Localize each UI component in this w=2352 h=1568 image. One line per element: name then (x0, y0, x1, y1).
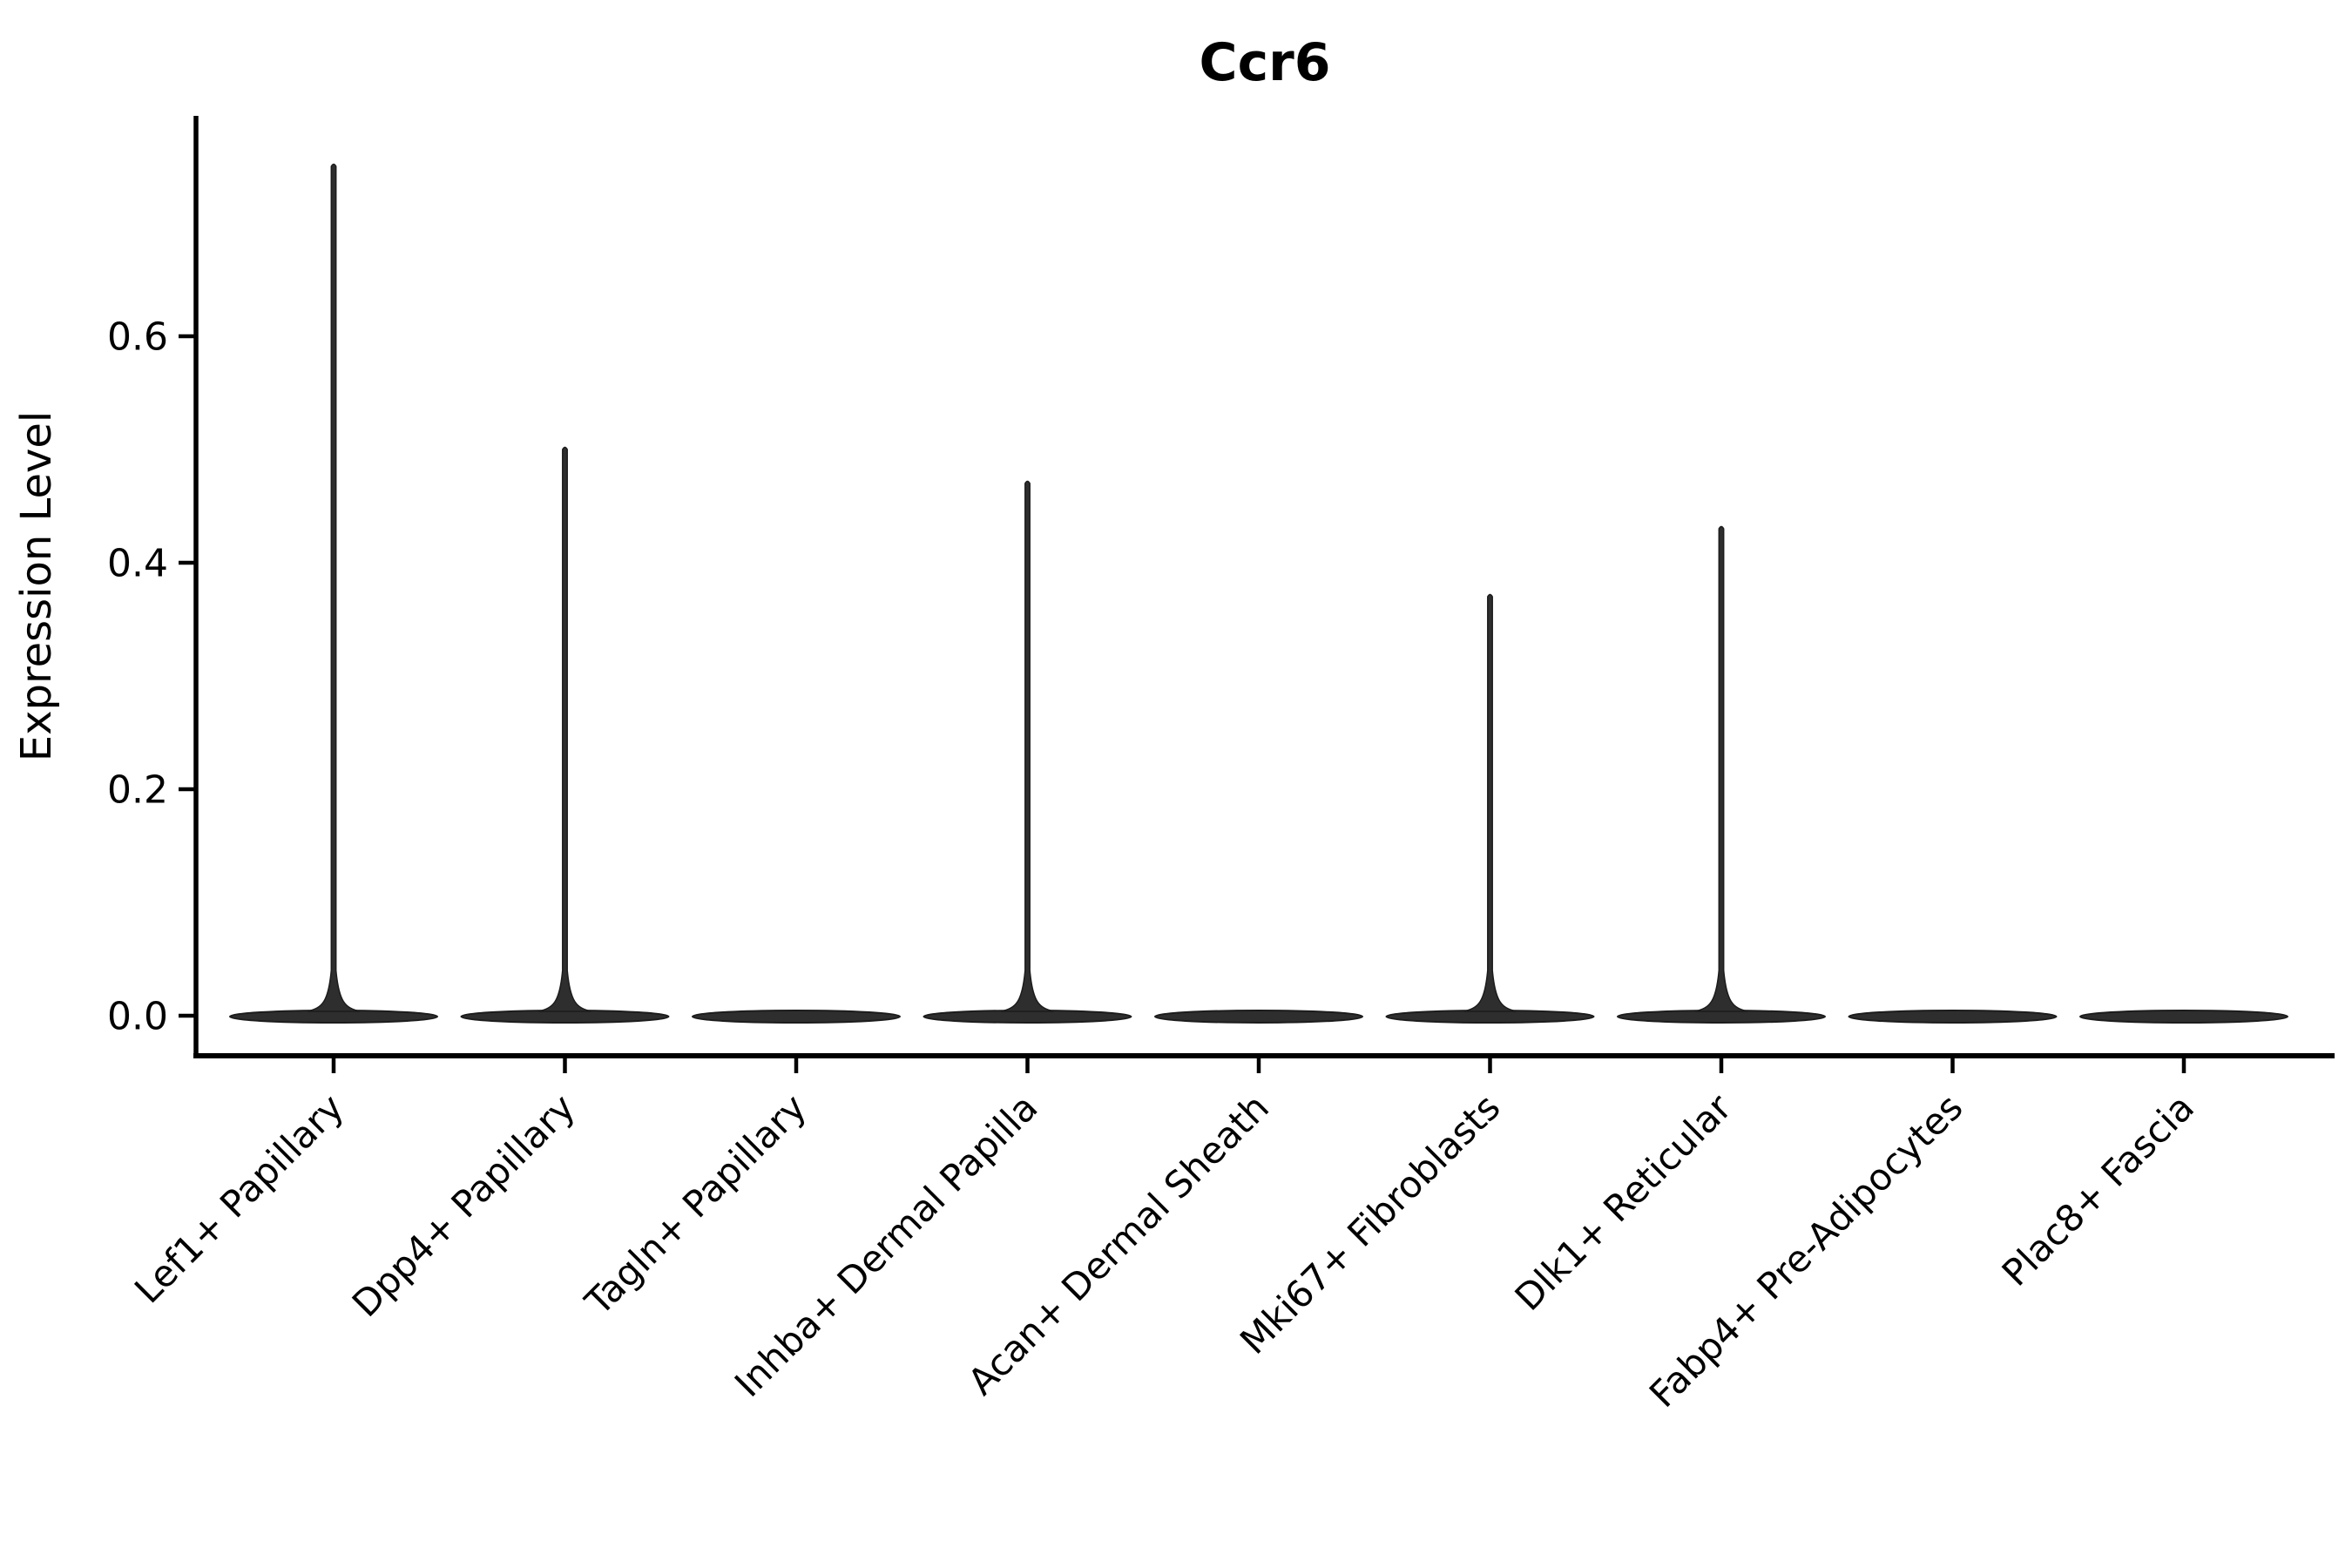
x-tick-label: Mki67+ Fibroblasts (1232, 1085, 1508, 1362)
violin-spike (1001, 480, 1054, 1012)
y-axis-label: Expression Level (12, 411, 61, 762)
x-tick-label: Plac8+ Fascia (1994, 1085, 2202, 1294)
violin-spike (538, 446, 591, 1012)
violin-body (1617, 1010, 1826, 1024)
axes (179, 116, 2335, 1073)
x-tick-label: Dlk1+ Reticular (1507, 1085, 1740, 1319)
violins-group (229, 163, 2288, 1024)
chart-title: Ccr6 (1200, 32, 1331, 93)
x-tick-label: Tagln+ Papillary (577, 1085, 814, 1323)
y-tick-label: 0.6 (107, 314, 168, 359)
violin-spike (1463, 593, 1517, 1012)
y-tick-label: 0.2 (107, 767, 168, 812)
y-tick-labels: 0.0 0.2 0.4 0.6 (107, 314, 168, 1038)
violin-body (229, 1010, 438, 1024)
y-tick-label: 0.4 (107, 541, 168, 585)
violin-spike (307, 163, 361, 1012)
violin-body (460, 1010, 670, 1024)
x-tick-label: Dpp4+ Papillary (344, 1085, 584, 1325)
violin-body (692, 1010, 901, 1024)
violin-body (2079, 1010, 2288, 1024)
violin-body (1154, 1010, 1363, 1024)
violin-body (1848, 1010, 2058, 1024)
violin-body (923, 1010, 1132, 1024)
y-tick-label: 0.0 (107, 994, 168, 1038)
violin-body (1385, 1010, 1595, 1024)
violin-spike (1694, 525, 1748, 1012)
x-tick-label: Lef1+ Papillary (126, 1085, 352, 1311)
